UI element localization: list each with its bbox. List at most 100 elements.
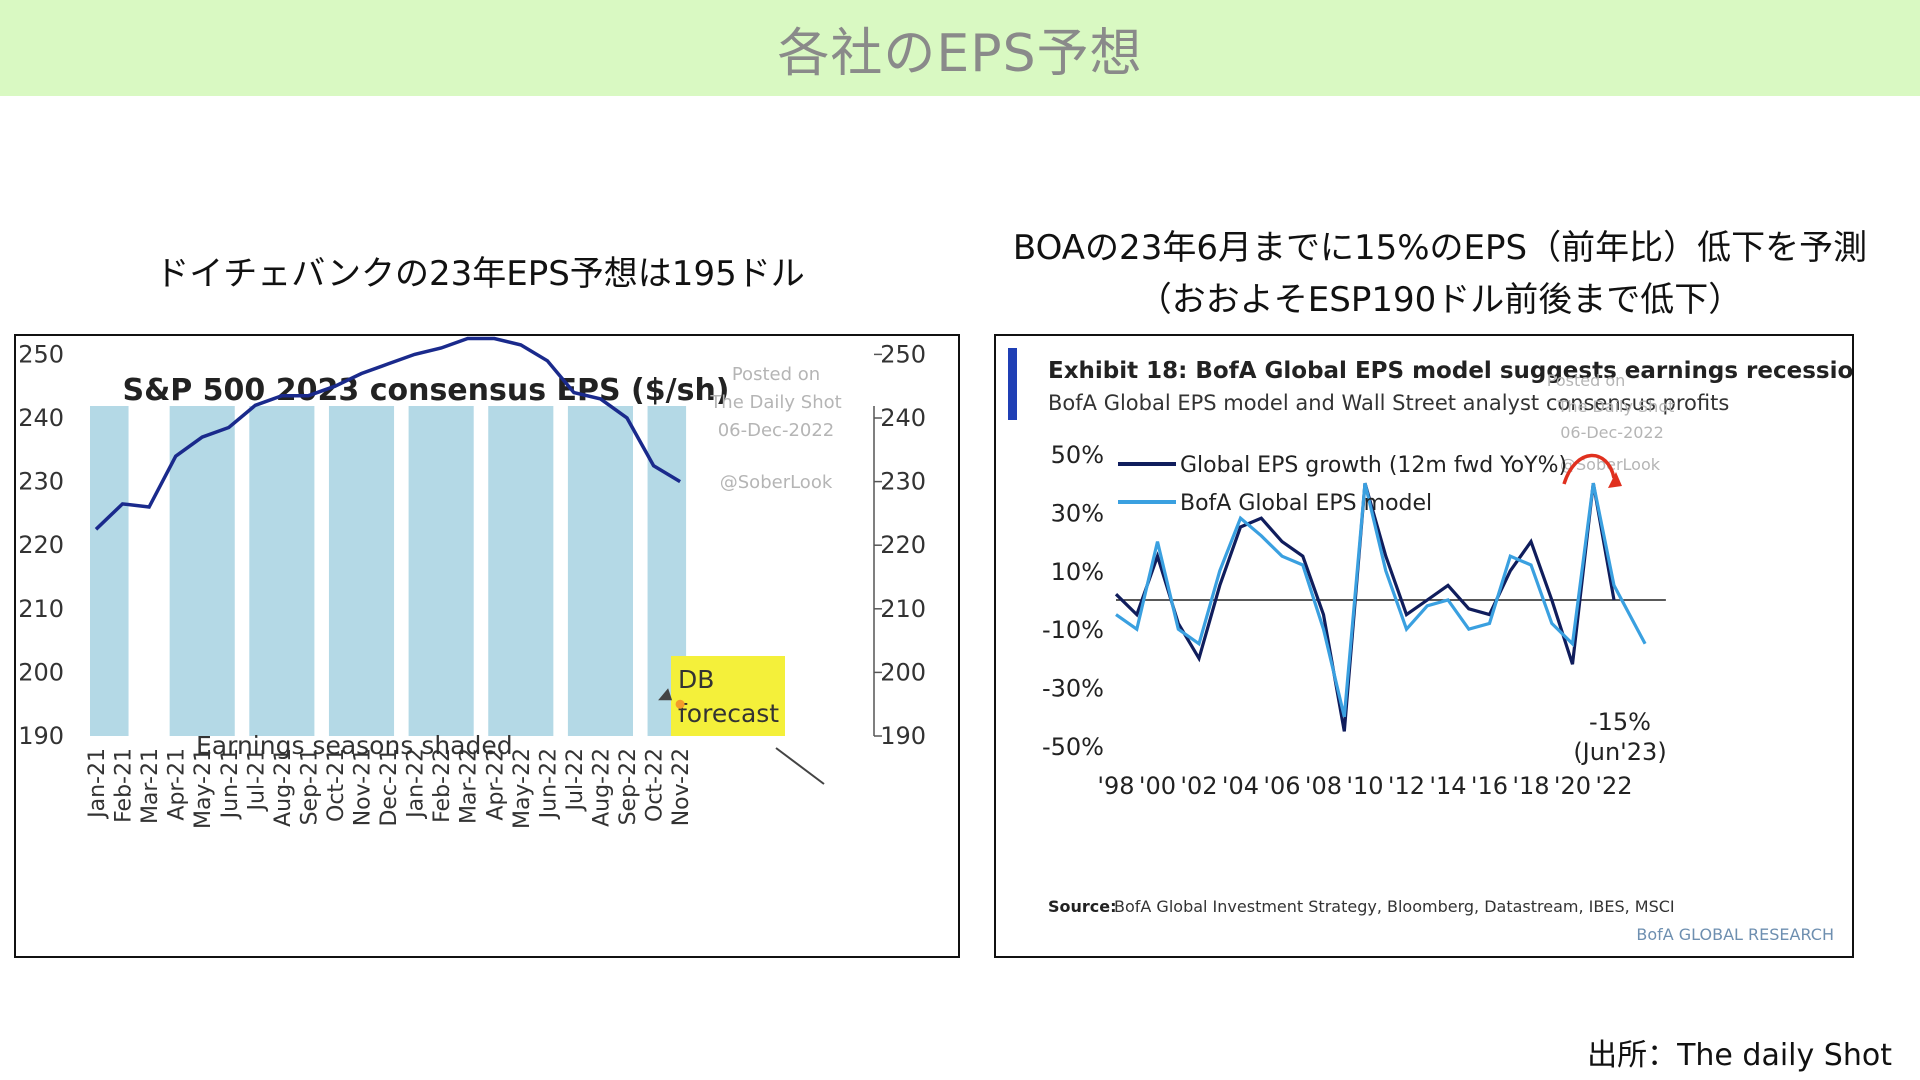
bofa-eps-chart-panel: Exhibit 18: BofA Global EPS model sugges… bbox=[994, 334, 1920, 958]
x-tick-12: '22 bbox=[1595, 772, 1632, 800]
x-tick-Jan-22: Jan-22 bbox=[404, 748, 429, 820]
chart-title: S&P 500 2023 consensus EPS ($/sh) bbox=[122, 373, 729, 408]
x-tick-3: '04 bbox=[1222, 772, 1259, 800]
x-tick-9: '16 bbox=[1471, 772, 1508, 800]
forecast-annotation-value: -15% bbox=[1589, 708, 1651, 736]
watermark-line-2: 06-Dec-2022 bbox=[718, 420, 835, 441]
sp500-eps-chart-panel: S&P 500 2023 consensus EPS ($/sh) Posted… bbox=[14, 334, 960, 958]
x-tick-Jul-21: Jul-21 bbox=[244, 748, 269, 812]
y-tick-left-210: 210 bbox=[18, 595, 64, 623]
x-tick-Feb-21: Feb-21 bbox=[112, 748, 137, 823]
x-tick-Dec-21: Dec-21 bbox=[377, 748, 402, 827]
y-tick-4: -30% bbox=[1042, 675, 1104, 703]
x-tick-Apr-21: Apr-21 bbox=[165, 748, 190, 821]
db-forecast-point bbox=[675, 699, 685, 709]
global-eps-growth-line bbox=[1114, 482, 1616, 732]
watermark-line-0: Posted on bbox=[1547, 371, 1626, 390]
y-tick-left-240: 240 bbox=[18, 404, 64, 432]
earnings-season-band-3 bbox=[328, 406, 395, 736]
y-tick-left-220: 220 bbox=[18, 531, 64, 559]
x-tick-Feb-22: Feb-22 bbox=[430, 748, 455, 823]
watermark-line-1: The Daily Shot bbox=[1557, 397, 1675, 416]
y-tick-right-240: 240 bbox=[880, 404, 926, 432]
y-tick-left-250: 250 bbox=[18, 340, 64, 368]
earnings-season-band-1 bbox=[169, 406, 235, 736]
x-tick-Apr-22: Apr-22 bbox=[483, 748, 508, 821]
x-tick-Mar-21: Mar-21 bbox=[138, 748, 163, 824]
y-tick-right-250: 250 bbox=[880, 340, 926, 368]
page-title: 各社のEPS予想 bbox=[777, 23, 1143, 84]
x-tick-Aug-22: Aug-22 bbox=[589, 748, 614, 827]
earnings-seasons-annotation: Earnings seasons shaded bbox=[196, 731, 513, 760]
x-axis-labels: '98'00'02'04'06'08'10'12'14'16'18'20'22 bbox=[1097, 772, 1632, 800]
turn-arrow bbox=[1562, 453, 1616, 485]
y-tick-right-210: 210 bbox=[880, 595, 926, 623]
exhibit-accent-bar bbox=[1008, 348, 1017, 420]
y-axis-labels: 50% 30% 10% -10% -30% -50% bbox=[1042, 441, 1104, 761]
left-subtitle: ドイチェバンクの23年EPS予想は195ドル bbox=[155, 254, 805, 294]
earnings-season-shades bbox=[90, 406, 687, 736]
x-tick-Nov-21: Nov-21 bbox=[351, 748, 376, 826]
source-credit: 出所：The daily Shot bbox=[1587, 1038, 1892, 1073]
x-tick-5: '08 bbox=[1305, 772, 1342, 800]
x-tick-8: '14 bbox=[1429, 772, 1466, 800]
y-tick-right-200: 200 bbox=[880, 658, 926, 686]
y-tick-right-230: 230 bbox=[880, 468, 926, 496]
right-subtitle-line1: BOAの23年6月までに15%のEPS（前年比）低下を予測 bbox=[1012, 228, 1868, 268]
db-forecast-label-2: forecast bbox=[678, 699, 779, 728]
bofa-eps-chart: Exhibit 18: BofA Global EPS model sugges… bbox=[1008, 348, 1920, 944]
forecast-arrowhead bbox=[658, 688, 673, 701]
x-tick-1: '00 bbox=[1139, 772, 1176, 800]
x-tick-Jul-22: Jul-22 bbox=[563, 748, 588, 812]
x-tick-4: '06 bbox=[1263, 772, 1300, 800]
y-tick-right-220: 220 bbox=[880, 531, 926, 559]
source-label: Source: bbox=[1048, 897, 1117, 916]
x-tick-6: '10 bbox=[1346, 772, 1383, 800]
consensus-eps-line bbox=[94, 336, 682, 531]
x-tick-May-22: May-22 bbox=[510, 748, 535, 829]
x-tick-11: '20 bbox=[1554, 772, 1591, 800]
y-tick-3: -10% bbox=[1042, 616, 1104, 644]
y-axis-right: 190 200 210 220 230 240 250 bbox=[874, 340, 926, 750]
y-axis-left: 190 200 210 220 230 240 250 bbox=[18, 340, 64, 750]
legend-model: BofA Global EPS model bbox=[1180, 491, 1432, 516]
watermark-line-3: @SoberLook bbox=[720, 472, 833, 493]
x-tick-Aug-21: Aug-21 bbox=[271, 748, 296, 827]
x-tick-10: '18 bbox=[1512, 772, 1549, 800]
y-tick-2: 10% bbox=[1051, 558, 1104, 586]
x-tick-2: '02 bbox=[1180, 772, 1217, 800]
watermark-line-2: 06-Dec-2022 bbox=[1560, 423, 1664, 442]
earnings-season-band-2 bbox=[249, 406, 315, 736]
bofa-eps-model-line bbox=[1115, 482, 1647, 718]
forecast-annotation-date: (Jun'23) bbox=[1573, 738, 1666, 766]
x-tick-Mar-22: Mar-22 bbox=[457, 748, 482, 824]
y-tick-right-190: 190 bbox=[880, 722, 926, 750]
db-forecast-highlight bbox=[671, 656, 785, 736]
x-tick-7: '12 bbox=[1388, 772, 1425, 800]
earnings-season-band-5 bbox=[488, 406, 554, 736]
earnings-season-band-4 bbox=[408, 406, 474, 736]
sp500-eps-chart: S&P 500 2023 consensus EPS ($/sh) Posted… bbox=[18, 336, 926, 829]
turn-arrowhead bbox=[1608, 472, 1622, 488]
header-banner: 各社のEPS予想 bbox=[0, 0, 1920, 96]
db-forecast-label-1: DB bbox=[678, 665, 714, 694]
exhibit-subtitle: BofA Global EPS model and Wall Street an… bbox=[1048, 391, 1729, 415]
y-tick-left-190: 190 bbox=[18, 722, 64, 750]
x-tick-Jan-21: Jan-21 bbox=[85, 748, 110, 820]
y-tick-left-230: 230 bbox=[18, 468, 64, 496]
y-tick-0: 50% bbox=[1051, 441, 1104, 469]
source-text: BofA Global Investment Strategy, Bloombe… bbox=[1114, 897, 1675, 916]
watermark-line-1: The Daily Shot bbox=[709, 392, 841, 413]
x-tick-Oct-21: Oct-21 bbox=[324, 748, 349, 822]
x-tick-Nov-22: Nov-22 bbox=[669, 748, 694, 826]
x-tick-Sep-22: Sep-22 bbox=[616, 748, 641, 825]
x-tick-Jun-21: Jun-21 bbox=[218, 748, 243, 820]
forecast-arrow bbox=[775, 747, 825, 785]
y-tick-5: -50% bbox=[1042, 733, 1104, 761]
y-tick-left-200: 200 bbox=[18, 658, 64, 686]
x-tick-Sep-21: Sep-21 bbox=[297, 748, 322, 825]
right-subtitle-line2: （おおよそESP190ドル前後まで低下） bbox=[1137, 280, 1743, 320]
x-axis-labels: Jan-21 Feb-21 Mar-21 Apr-21 May-21 Jun-21 Jul-… bbox=[85, 748, 694, 829]
